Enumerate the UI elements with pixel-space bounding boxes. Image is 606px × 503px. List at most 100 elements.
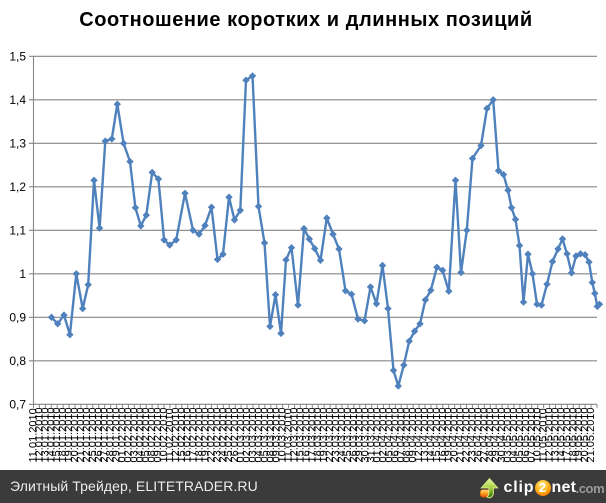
svg-text:23.02.2010: 23.02.2010 — [211, 407, 223, 462]
svg-text:07.04.2010: 07.04.2010 — [395, 407, 407, 462]
svg-text:10.05.2010: 10.05.2010 — [532, 407, 544, 462]
svg-text:26.03.2010: 26.03.2010 — [348, 407, 360, 462]
svg-text:23.04.2010: 23.04.2010 — [466, 407, 478, 462]
svg-text:22.03.2010: 22.03.2010 — [324, 407, 336, 462]
svg-text:19.04.2010: 19.04.2010 — [443, 407, 455, 462]
svg-text:01.02.2010: 01.02.2010 — [116, 407, 128, 462]
svg-text:0,9: 0,9 — [9, 311, 26, 325]
svg-text:02.04.2010: 02.04.2010 — [377, 407, 389, 462]
svg-text:21.05.2010: 21.05.2010 — [585, 407, 597, 462]
svg-text:28.04.2010: 28.04.2010 — [484, 407, 496, 462]
svg-text:10.02.2010: 10.02.2010 — [158, 407, 170, 462]
svg-text:12.04.2010: 12.04.2010 — [413, 407, 425, 462]
svg-text:15.01.2010: 15.01.2010 — [51, 407, 63, 462]
svg-text:29.04.2010: 29.04.2010 — [490, 407, 502, 462]
svg-text:18.01.2010: 18.01.2010 — [57, 407, 69, 462]
svg-text:22.04.2010: 22.04.2010 — [461, 407, 473, 462]
svg-text:19.05.2010: 19.05.2010 — [573, 407, 585, 462]
svg-text:1,1: 1,1 — [9, 224, 26, 238]
svg-text:07.05.2010: 07.05.2010 — [526, 407, 538, 462]
svg-text:26.01.2010: 26.01.2010 — [93, 407, 105, 462]
svg-text:17.02.2010: 17.02.2010 — [188, 407, 200, 462]
svg-text:11.03.2010: 11.03.2010 — [283, 408, 295, 462]
svg-text:05.03.2010: 05.03.2010 — [259, 407, 271, 462]
svg-text:15.02.2010: 15.02.2010 — [176, 407, 188, 462]
svg-text:03.05.2010: 03.05.2010 — [502, 407, 514, 462]
svg-text:04.05.2010: 04.05.2010 — [508, 407, 520, 462]
svg-text:31.03.2010: 31.03.2010 — [366, 407, 378, 462]
svg-text:02.02.2010: 02.02.2010 — [122, 407, 134, 462]
svg-text:28.01.2010: 28.01.2010 — [105, 407, 117, 462]
svg-text:14.01.2010: 14.01.2010 — [45, 407, 57, 462]
svg-text:15.04.2010: 15.04.2010 — [431, 407, 443, 462]
svg-text:22.01.2010: 22.01.2010 — [81, 407, 93, 462]
svg-text:25.02.2010: 25.02.2010 — [223, 407, 235, 462]
svg-text:18.05.2010: 18.05.2010 — [567, 407, 579, 462]
svg-text:16.03.2010: 16.03.2010 — [300, 407, 312, 462]
svg-text:16.04.2010: 16.04.2010 — [437, 407, 449, 462]
svg-text:16.02.2010: 16.02.2010 — [182, 407, 194, 462]
svg-text:0,8: 0,8 — [9, 354, 26, 368]
svg-text:17.05.2010: 17.05.2010 — [561, 407, 573, 462]
svg-text:12.05.2010: 12.05.2010 — [544, 407, 556, 462]
svg-text:30.03.2010: 30.03.2010 — [360, 407, 372, 462]
svg-text:24.02.2010: 24.02.2010 — [217, 407, 229, 462]
svg-text:21.04.2010: 21.04.2010 — [455, 407, 467, 462]
svg-text:01.03.2010: 01.03.2010 — [235, 407, 247, 462]
svg-text:15.03.2010: 15.03.2010 — [294, 407, 306, 462]
svg-text:14.04.2010: 14.04.2010 — [425, 407, 437, 462]
svg-text:06.05.2010: 06.05.2010 — [520, 407, 532, 462]
svg-text:11.05.2010: 11.05.2010 — [538, 408, 550, 462]
svg-text:1,5: 1,5 — [9, 50, 26, 64]
svg-text:1,3: 1,3 — [9, 137, 26, 151]
svg-text:29.01.2010: 29.01.2010 — [111, 407, 123, 462]
svg-text:18.03.2010: 18.03.2010 — [312, 407, 324, 462]
svg-text:08.02.2010: 08.02.2010 — [146, 407, 158, 462]
svg-text:0,7: 0,7 — [9, 398, 26, 412]
svg-text:09.04.2010: 09.04.2010 — [407, 407, 419, 462]
svg-text:19.01.2010: 19.01.2010 — [63, 407, 75, 462]
svg-text:26.04.2010: 26.04.2010 — [472, 407, 484, 462]
svg-text:20.01.2010: 20.01.2010 — [69, 407, 81, 462]
svg-text:08.03.2010: 08.03.2010 — [265, 407, 277, 462]
svg-text:27.01.2010: 27.01.2010 — [99, 407, 111, 462]
svg-text:14.05.2010: 14.05.2010 — [555, 407, 567, 462]
svg-text:02.03.2010: 02.03.2010 — [241, 407, 253, 462]
svg-text:03.02.2010: 03.02.2010 — [128, 407, 140, 462]
svg-text:04.02.2010: 04.02.2010 — [134, 407, 146, 462]
svg-text:12.01.2010: 12.01.2010 — [33, 407, 45, 462]
svg-text:23.03.2010: 23.03.2010 — [330, 407, 342, 462]
svg-text:10.03.2010: 10.03.2010 — [277, 407, 289, 462]
svg-text:09.02.2010: 09.02.2010 — [152, 407, 164, 462]
svg-text:08.04.2010: 08.04.2010 — [401, 407, 413, 462]
svg-text:26.02.2010: 26.02.2010 — [229, 407, 241, 462]
svg-text:13.01.2010: 13.01.2010 — [39, 407, 51, 462]
svg-text:21.01.2010: 21.01.2010 — [75, 407, 87, 462]
svg-text:1,4: 1,4 — [9, 93, 26, 107]
svg-text:19.02.2010: 19.02.2010 — [200, 407, 212, 462]
svg-text:05.04.2010: 05.04.2010 — [383, 407, 395, 462]
svg-text:12.03.2010: 12.03.2010 — [288, 407, 300, 462]
svg-text:25.03.2010: 25.03.2010 — [342, 407, 354, 462]
svg-text:27.04.2010: 27.04.2010 — [478, 407, 490, 462]
svg-text:11.02.2010: 11.02.2010 — [164, 408, 176, 462]
svg-text:09.03.2010: 09.03.2010 — [271, 407, 283, 462]
svg-text:22.02.2010: 22.02.2010 — [205, 407, 217, 462]
svg-text:13.05.2010: 13.05.2010 — [549, 407, 561, 462]
svg-text:1: 1 — [19, 267, 26, 281]
svg-text:18.02.2010: 18.02.2010 — [194, 407, 206, 462]
svg-text:19.03.2010: 19.03.2010 — [318, 407, 330, 462]
svg-text:03.03.2010: 03.03.2010 — [247, 407, 259, 462]
svg-text:13.04.2010: 13.04.2010 — [419, 407, 431, 462]
svg-text:12.02.2010: 12.02.2010 — [170, 407, 182, 462]
svg-text:25.01.2010: 25.01.2010 — [87, 407, 99, 462]
svg-text:1,2: 1,2 — [9, 180, 26, 194]
svg-text:20.05.2010: 20.05.2010 — [579, 407, 591, 462]
svg-text:04.03.2010: 04.03.2010 — [253, 407, 265, 462]
svg-text:24.03.2010: 24.03.2010 — [336, 407, 348, 462]
svg-text:11.01.2010: 11.01.2010 — [28, 408, 40, 462]
svg-text:30.04.2010: 30.04.2010 — [496, 407, 508, 462]
svg-text:05.05.2010: 05.05.2010 — [514, 407, 526, 462]
svg-text:29.03.2010: 29.03.2010 — [354, 407, 366, 462]
svg-text:06.04.2010: 06.04.2010 — [389, 407, 401, 462]
